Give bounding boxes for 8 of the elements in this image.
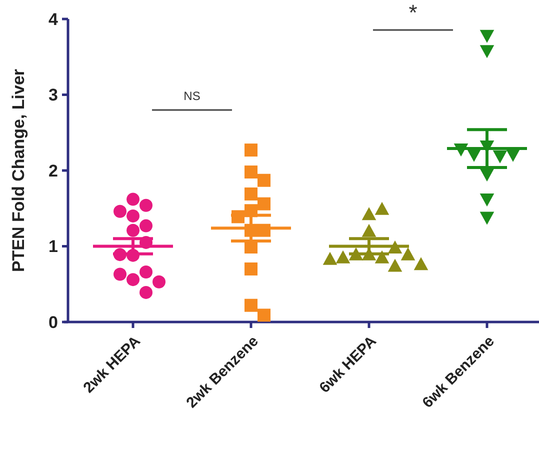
y-tick-label: 1 — [48, 237, 58, 256]
annotation: * — [408, 0, 418, 25]
y-tick-label: 2 — [48, 161, 58, 180]
y-tick-label: 4 — [48, 10, 59, 29]
y-tick-label: 0 — [48, 312, 58, 332]
annotation: NS — [184, 89, 200, 104]
y-tick-label: 3 — [48, 86, 58, 105]
y-axis-title: PTEN Fold Change, Liver — [9, 68, 28, 272]
